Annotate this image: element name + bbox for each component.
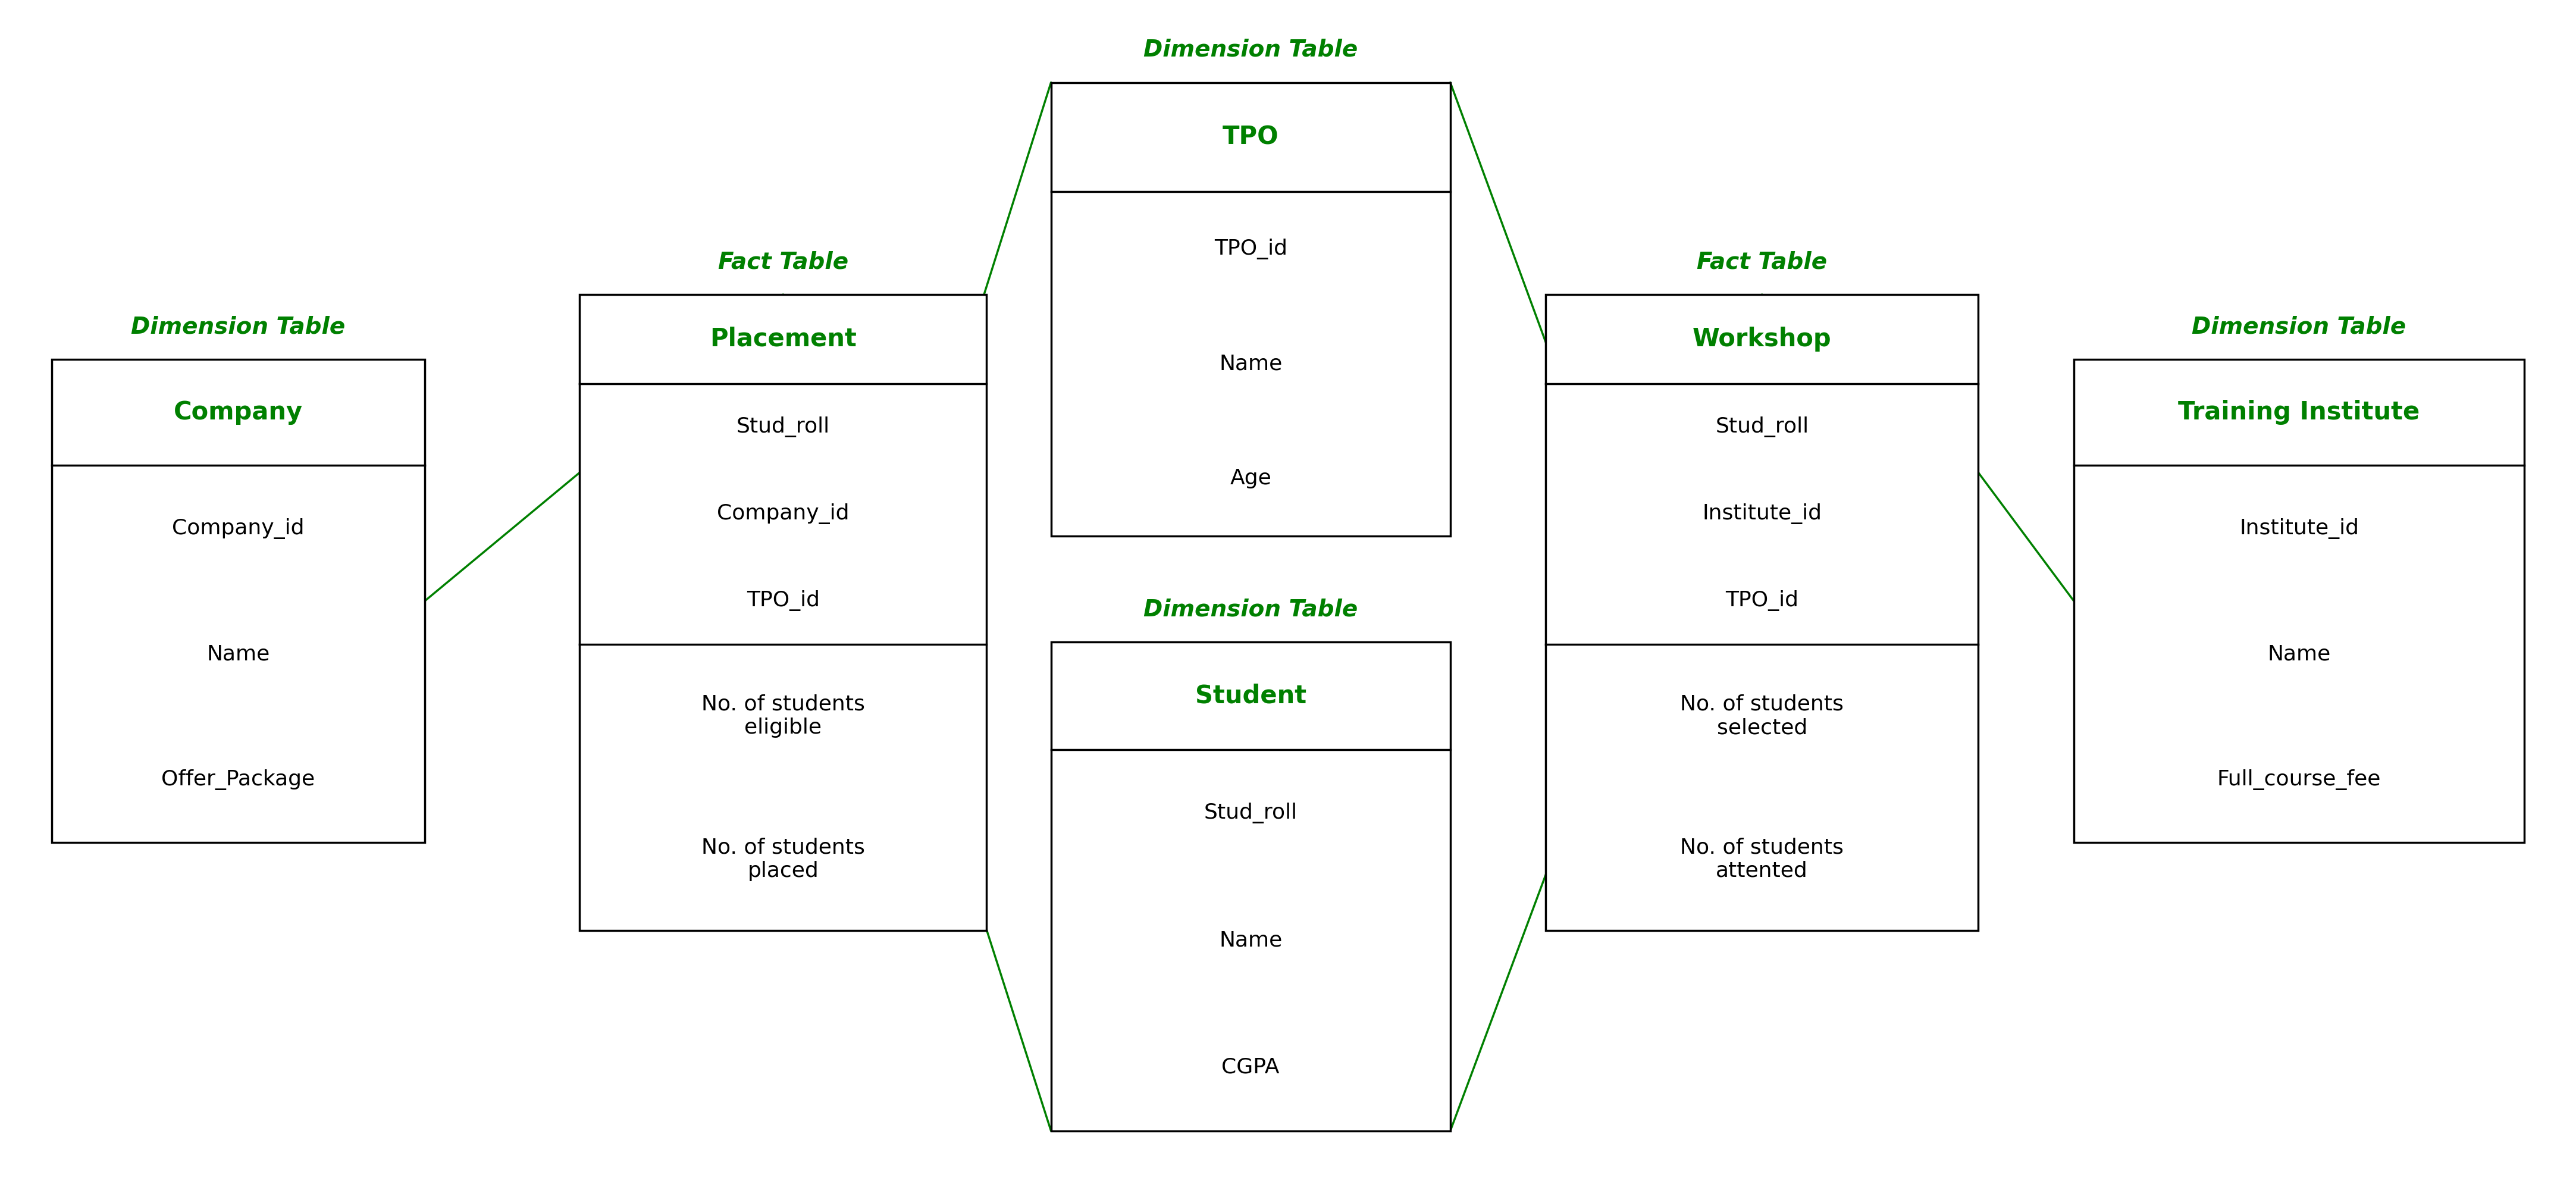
Text: CGPA: CGPA xyxy=(1221,1057,1280,1078)
Text: No. of students
eligible: No. of students eligible xyxy=(701,694,866,737)
Text: Company_id: Company_id xyxy=(716,503,850,524)
Text: Dimension Table: Dimension Table xyxy=(1144,598,1358,621)
Text: Name: Name xyxy=(1218,353,1283,373)
Text: Age: Age xyxy=(1229,469,1273,489)
Bar xyxy=(2074,359,2524,842)
Text: Workshop: Workshop xyxy=(1692,326,1832,351)
Text: Institute_id: Institute_id xyxy=(2239,518,2360,538)
Text: TPO: TPO xyxy=(1224,125,1278,150)
Bar xyxy=(580,294,987,931)
Text: Fact Table: Fact Table xyxy=(719,251,848,273)
Text: Institute_id: Institute_id xyxy=(1703,503,1821,524)
Text: No. of students
attented: No. of students attented xyxy=(1680,838,1844,881)
Text: No. of students
placed: No. of students placed xyxy=(701,838,866,881)
Bar xyxy=(1546,294,1978,931)
Bar xyxy=(1051,82,1450,536)
Text: Training Institute: Training Institute xyxy=(2179,399,2419,425)
Text: Name: Name xyxy=(1218,931,1283,951)
Bar xyxy=(1051,642,1450,1131)
Text: Dimension Table: Dimension Table xyxy=(2192,316,2406,338)
Text: TPO_id: TPO_id xyxy=(747,590,819,611)
Text: Offer_Package: Offer_Package xyxy=(162,769,314,790)
Text: Stud_roll: Stud_roll xyxy=(1716,417,1808,437)
Text: TPO_id: TPO_id xyxy=(1213,238,1288,259)
Text: Full_course_fee: Full_course_fee xyxy=(2218,769,2380,790)
Text: Stud_roll: Stud_roll xyxy=(737,417,829,437)
Text: Dimension Table: Dimension Table xyxy=(131,316,345,338)
Text: No. of students
selected: No. of students selected xyxy=(1680,694,1844,737)
Text: Name: Name xyxy=(2267,644,2331,664)
Text: Dimension Table: Dimension Table xyxy=(1144,39,1358,61)
Text: TPO_id: TPO_id xyxy=(1726,590,1798,611)
Text: Fact Table: Fact Table xyxy=(1698,251,1826,273)
Text: Placement: Placement xyxy=(708,326,858,351)
Text: Company: Company xyxy=(173,399,304,425)
Bar xyxy=(52,359,425,842)
Text: Stud_roll: Stud_roll xyxy=(1203,802,1298,823)
Text: Student: Student xyxy=(1195,683,1306,708)
Text: Company_id: Company_id xyxy=(173,518,304,538)
Text: Name: Name xyxy=(206,644,270,664)
